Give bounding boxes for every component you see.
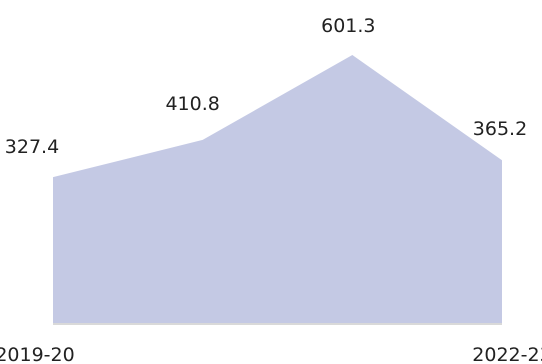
x-tick-label-2019-20: 2019-20 (0, 344, 75, 364)
data-labels: 327.4 410.8 601.3 365.2 (5, 15, 527, 158)
area-series (53, 55, 502, 324)
data-label-2020-21: 410.8 (165, 93, 219, 115)
data-label-2019-20: 327.4 (5, 136, 59, 158)
data-label-2021-22: 601.3 (321, 15, 375, 37)
x-tick-label-2022-23: 2022-23 (472, 344, 542, 364)
x-axis-tick-labels: 2019-20 2022-23 (0, 344, 542, 364)
data-label-2022-23: 365.2 (473, 118, 527, 140)
